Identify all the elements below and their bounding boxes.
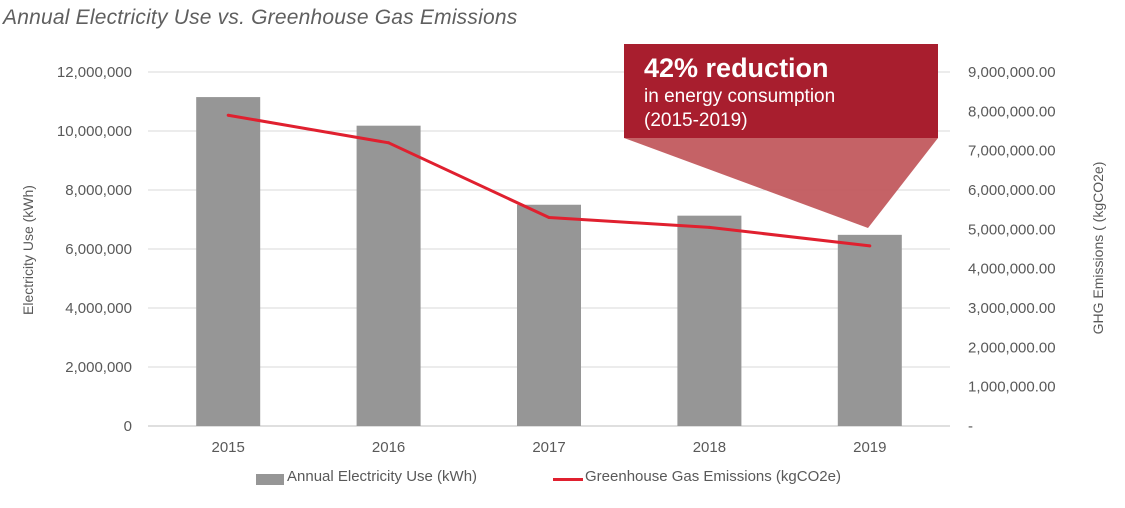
x-tick-label: 2019 [853,439,886,456]
legend-line-label: Greenhouse Gas Emissions (kgCO2e) [585,468,841,485]
left-tick-label: 8,000,000 [65,182,132,199]
bar-2016 [356,125,421,426]
right-tick-label: 3,000,000.00 [968,300,1056,317]
chart-title: Annual Electricity Use vs. Greenhouse Ga… [3,6,518,29]
x-tick-label: 2017 [532,439,565,456]
right-tick-label: 1,000,000.00 [968,379,1056,396]
x-tick-label: 2016 [372,439,405,456]
bar-2018 [677,215,742,426]
bar-2015 [196,97,261,426]
left-tick-label: 4,000,000 [65,300,132,317]
right-tick-label: - [968,418,973,435]
right-tick-label: 6,000,000.00 [968,182,1056,199]
left-tick-label: 6,000,000 [65,241,132,258]
legend-bar-label: Annual Electricity Use (kWh) [287,468,478,485]
line-series [226,113,872,248]
x-axis-ticks: 2015 2016 2017 2018 2019 [212,439,887,456]
left-axis-title: Electricity Use (kWh) [20,185,36,315]
bar-series [196,97,902,426]
callout-text-line2: (2015-2019) [644,110,748,131]
left-tick-label: 10,000,000 [57,123,132,140]
callout-headline: 42% reduction [644,53,829,83]
right-tick-label: 2,000,000.00 [968,339,1056,356]
left-tick-label: 0 [124,418,132,435]
left-axis-ticks: 0 2,000,000 4,000,000 6,000,000 8,000,000 10,… [57,64,132,435]
right-tick-label: 5,000,000.00 [968,221,1056,238]
callout-text-line1: in energy consumption [644,86,836,107]
ghg-point-2017 [547,216,551,220]
x-tick-label: 2015 [212,439,245,456]
ghg-point-2016 [387,141,391,145]
left-tick-label: 2,000,000 [65,359,132,376]
ghg-point-2015 [226,113,230,117]
legend-line-swatch [553,478,583,481]
legend-bar-swatch [256,474,284,485]
right-axis-title: GHG Emissions ( (kgCO2e) [1090,162,1106,335]
left-tick-label: 12,000,000 [57,64,132,81]
callout-pointer [624,138,938,228]
callout-pointer-wedge [624,138,938,228]
right-tick-label: 8,000,000.00 [968,103,1056,120]
legend: Annual Electricity Use (kWh) Greenhouse … [0,468,1125,490]
right-tick-label: 9,000,000.00 [968,64,1056,81]
right-tick-label: 4,000,000.00 [968,261,1056,278]
bar-2019 [837,234,902,426]
ghg-point-2019 [868,244,872,248]
bar-2017 [517,204,581,426]
callout-box: 42% reduction in energy consumption (201… [624,44,938,138]
right-axis-ticks: - 1,000,000.00 2,000,000.00 3,000,000.00 4,0… [968,64,1056,435]
right-tick-label: 7,000,000.00 [968,143,1056,160]
ghg-point-2018 [707,225,711,229]
x-tick-label: 2018 [693,439,726,456]
